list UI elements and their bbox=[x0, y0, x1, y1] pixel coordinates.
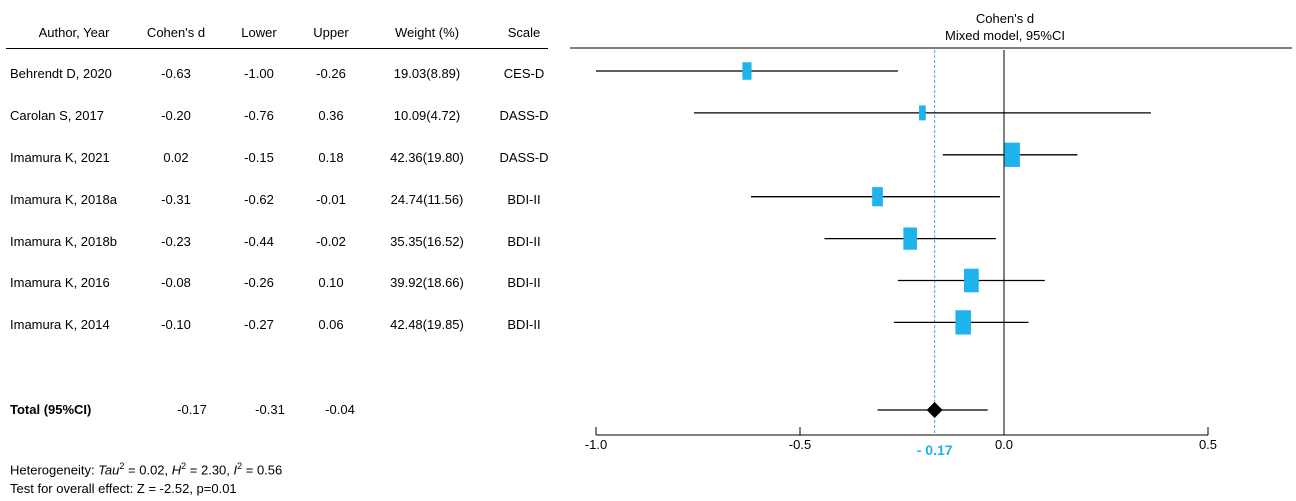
row-scale: DASS-D bbox=[499, 108, 549, 123]
row-scale: BDI-II bbox=[507, 234, 541, 249]
row-lower: -0.44 bbox=[244, 234, 274, 249]
row-study: Carolan S, 2017 bbox=[10, 108, 104, 123]
row-study: Imamura K, 2014 bbox=[10, 317, 110, 332]
header-upper: Upper bbox=[313, 25, 349, 40]
row-weight: 39.92(18.66) bbox=[390, 275, 464, 290]
row-weight: 42.36(19.80) bbox=[390, 150, 464, 165]
total-d: -0.17 bbox=[177, 402, 207, 417]
row-scale: BDI-II bbox=[507, 317, 541, 332]
row-study: Imamura K, 2016 bbox=[10, 275, 110, 290]
row-weight: 35.35(16.52) bbox=[390, 234, 464, 249]
row-upper: 0.06 bbox=[318, 317, 344, 332]
effect-box bbox=[1004, 142, 1020, 167]
row-study: Imamura K, 2018a bbox=[10, 192, 117, 207]
x-tick-label: 0.5 bbox=[1199, 437, 1217, 452]
header-weight: Weight (%) bbox=[394, 25, 460, 40]
row-d: -0.23 bbox=[161, 234, 191, 249]
effect-box bbox=[955, 310, 971, 335]
overall-effect-test: Test for overall effect: Z = -2.52, p=0.… bbox=[10, 481, 237, 496]
row-weight: 24.74(11.56) bbox=[390, 192, 464, 207]
row-d: -0.20 bbox=[161, 108, 191, 123]
chart-title: Cohen's d bbox=[976, 11, 1034, 26]
row-weight: 19.03(8.89) bbox=[393, 66, 461, 81]
pooled-value-label: - 0.17 bbox=[917, 442, 953, 458]
row-lower: -0.62 bbox=[244, 192, 274, 207]
pooled-diamond bbox=[926, 402, 943, 418]
row-d: -0.63 bbox=[161, 66, 191, 81]
row-study: Imamura K, 2021 bbox=[10, 150, 110, 165]
row-lower: -0.27 bbox=[244, 317, 274, 332]
row-study: Imamura K, 2018b bbox=[10, 234, 117, 249]
header-scale: Scale bbox=[507, 25, 541, 40]
x-tick-label: -0.5 bbox=[789, 437, 811, 452]
effect-box bbox=[919, 105, 926, 121]
row-weight: 42.48(19.85) bbox=[390, 317, 464, 332]
header-author-year: Author, Year bbox=[38, 25, 110, 40]
header-lower: Lower bbox=[241, 25, 277, 40]
row-upper: -0.26 bbox=[316, 66, 346, 81]
effect-box bbox=[963, 268, 979, 293]
row-d: 0.02 bbox=[163, 150, 189, 165]
row-lower: -1.00 bbox=[244, 66, 274, 81]
row-upper: 0.36 bbox=[318, 108, 344, 123]
row-scale: DASS-D bbox=[499, 150, 549, 165]
x-tick-label: -1.0 bbox=[585, 437, 607, 452]
chart-subtitle: Mixed model, 95%CI bbox=[945, 28, 1065, 43]
header-cohens-d: Cohen's d bbox=[146, 25, 206, 40]
heterogeneity-text: Heterogeneity: Tau2 = 0.02, H2 = 2.30, I… bbox=[10, 461, 283, 478]
row-weight: 10.09(4.72) bbox=[393, 108, 461, 123]
row-lower: -0.15 bbox=[244, 150, 274, 165]
total-lower: -0.31 bbox=[255, 402, 285, 417]
row-lower: -0.76 bbox=[244, 108, 274, 123]
row-upper: -0.01 bbox=[316, 192, 346, 207]
header-rule bbox=[6, 48, 548, 49]
row-d: -0.31 bbox=[161, 192, 191, 207]
row-d: -0.10 bbox=[161, 317, 191, 332]
row-upper: 0.10 bbox=[318, 275, 344, 290]
row-d: -0.08 bbox=[161, 275, 191, 290]
row-scale: BDI-II bbox=[507, 192, 541, 207]
row-scale: BDI-II bbox=[507, 275, 541, 290]
row-scale: CES-D bbox=[503, 66, 545, 81]
row-lower: -0.26 bbox=[244, 275, 274, 290]
x-tick-label: 0.0 bbox=[995, 437, 1013, 452]
effect-box bbox=[903, 227, 917, 250]
effect-box bbox=[872, 187, 883, 207]
effect-box bbox=[742, 62, 752, 80]
total-upper: -0.04 bbox=[325, 402, 355, 417]
row-upper: -0.02 bbox=[316, 234, 346, 249]
total-label: Total (95%CI) bbox=[10, 402, 92, 417]
row-study: Behrendt D, 2020 bbox=[10, 66, 112, 81]
row-upper: 0.18 bbox=[318, 150, 344, 165]
